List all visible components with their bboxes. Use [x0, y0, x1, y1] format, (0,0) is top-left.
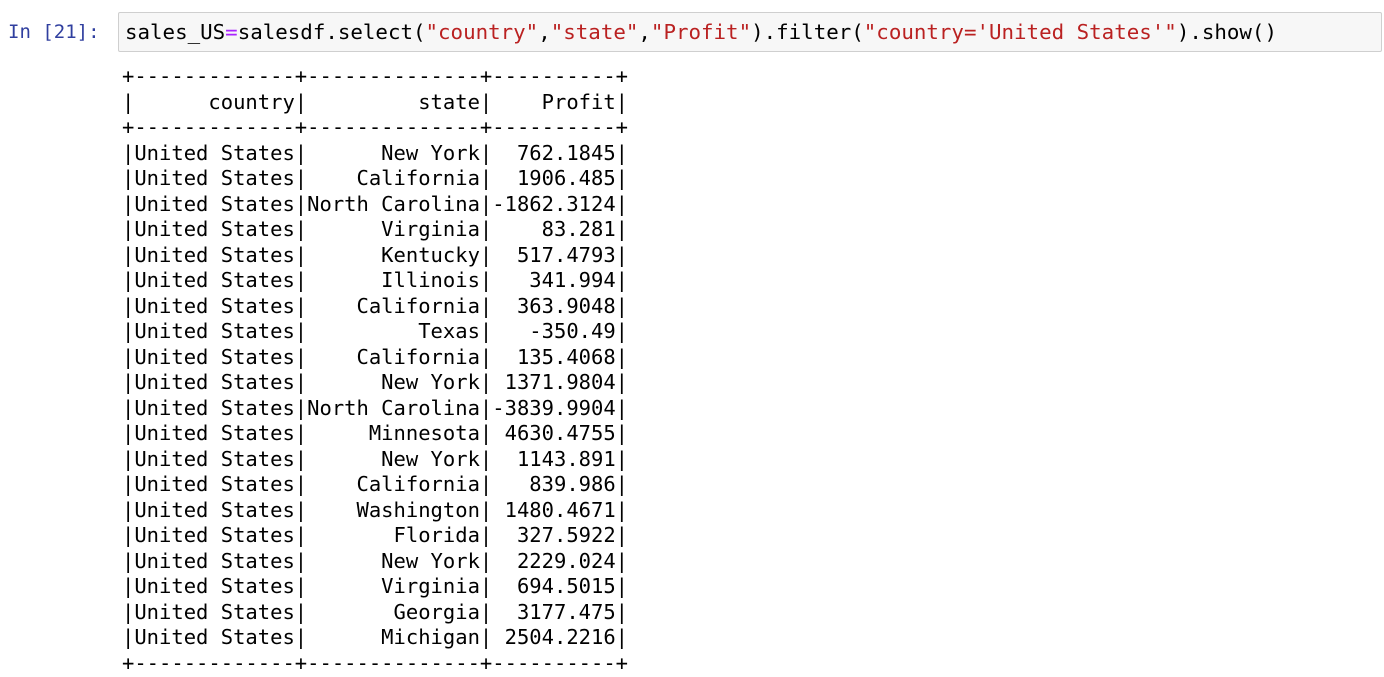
table-row: |United States| Illinois| 341.994|: [122, 268, 629, 292]
code-token: sales_US: [125, 20, 226, 44]
table-row: |United States| New York| 762.1845|: [122, 140, 629, 165]
code-input[interactable]: sales_US=salesdf.select("country","state…: [118, 12, 1382, 52]
table-row: |United States| Virginia| 694.5015|: [122, 574, 629, 598]
table-row: |United States| Kentucky| 517.4793|: [122, 242, 629, 267]
table-row: |United States| Florida| 327.5922|: [122, 523, 629, 547]
table-border: +-------------+--------------+----------…: [122, 64, 629, 88]
code-token: ).show(): [1176, 20, 1277, 44]
table-row: |United States| California| 135.4068|: [122, 344, 629, 369]
table-border: +-------------+--------------+----------…: [122, 115, 629, 139]
input-prompt: In [21]:: [8, 21, 100, 43]
code-token: "state": [550, 20, 639, 44]
table-row: |United States| New York| 2229.024|: [122, 548, 629, 573]
code-token: =: [225, 20, 238, 44]
table-row: |United States| Washington| 1480.4671|: [122, 497, 629, 522]
table-row: |United States| Minnesota| 4630.4755|: [122, 421, 629, 445]
code-token: ,: [538, 20, 551, 44]
code-token: "Profit": [650, 20, 752, 44]
table-row: |United States|North Carolina|-3839.9904…: [122, 395, 629, 420]
code-token: ,: [638, 20, 651, 44]
table-row: |United States| Michigan| 2504.2216|: [122, 625, 629, 649]
code-token: "country": [425, 20, 539, 44]
code-token: "country='United States'": [863, 20, 1177, 44]
table-header: | country| state| Profit|: [122, 89, 629, 114]
cell-output: +-------------+--------------+----------…: [122, 64, 628, 676]
table-row: |United States| Georgia| 3177.475|: [122, 599, 629, 624]
table-border: +-------------+--------------+----------…: [122, 650, 629, 675]
code-token: salesdf.select(: [237, 20, 426, 44]
table-row: |United States| Virginia| 83.281|: [122, 217, 629, 241]
table-row: |United States| California| 1906.485|: [122, 166, 629, 190]
table-row: |United States|North Carolina|-1862.3124…: [122, 191, 629, 216]
table-row: |United States| Texas| -350.49|: [122, 319, 629, 343]
code-line: sales_US=salesdf.select("country","state…: [125, 18, 1277, 46]
table-row: |United States| California| 363.9048|: [122, 293, 629, 318]
table-row: |United States| California| 839.986|: [122, 472, 629, 496]
table-row: |United States| New York| 1371.9804|: [122, 370, 629, 394]
table-row: |United States| New York| 1143.891|: [122, 446, 629, 471]
code-token: ).filter(: [751, 20, 864, 44]
